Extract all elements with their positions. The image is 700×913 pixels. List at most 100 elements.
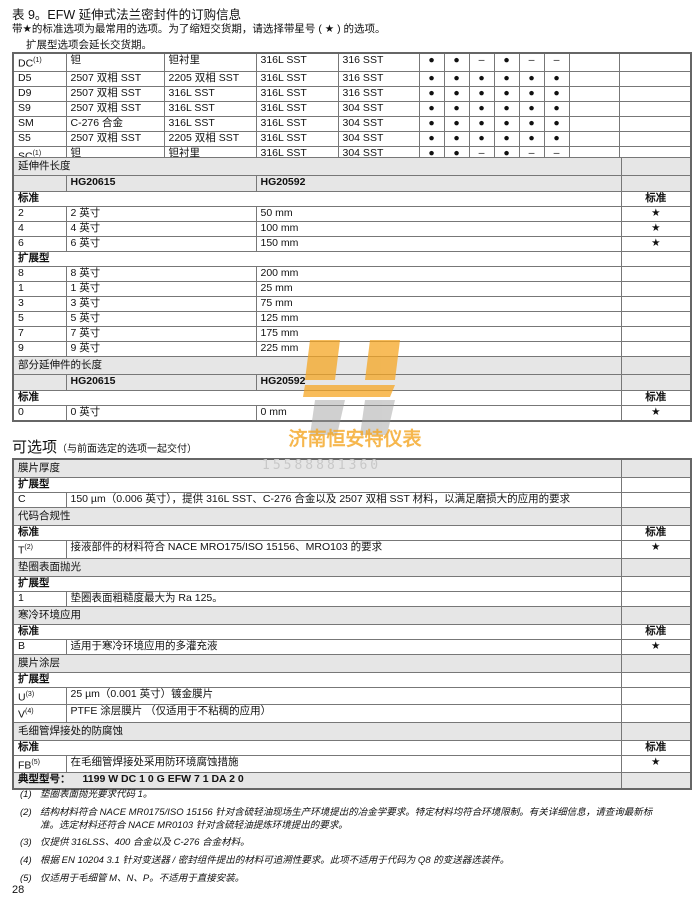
star-icon: ★: [620, 236, 692, 252]
option-mm: 175 mm: [255, 326, 622, 342]
watermark-phone: 15588881360: [262, 458, 382, 473]
option-group-header: 膜片涂层: [12, 653, 692, 673]
star-icon: ★: [620, 540, 692, 559]
empty-cell: [568, 115, 620, 132]
option-description: 接液部件的材料符合 NACE MRO175/ISO 15156、MRO103 的…: [65, 540, 622, 559]
material-cell: 2205 双相 SST: [163, 70, 257, 87]
empty-cell: [12, 175, 67, 192]
empty-cell: [620, 605, 692, 625]
available-dot: ●: [418, 70, 445, 87]
option-code: SM: [12, 115, 67, 132]
typical-model-label: 典型型号：: [18, 773, 71, 785]
option-inch: 2 英寸: [65, 206, 257, 222]
option-code: D9: [12, 85, 67, 102]
column-header-row: HG20615 HG20592: [12, 374, 692, 391]
footnote: (4) 根据 EN 10204 3.1 针对变送器 / 密封组件提出的材料可追溯性…: [20, 854, 680, 867]
option-inch: 9 英寸: [65, 341, 257, 357]
material-row: S5 2507 双相 SST 2205 双相 SST 316L SST 304 SST ●…: [12, 130, 692, 147]
option-description: 垫圈表面粗糙度最大为 Ra 125。: [65, 590, 622, 607]
footnote-ref: (5): [31, 758, 40, 766]
empty-cell: [620, 311, 692, 327]
group-label-row: 扩展型: [12, 477, 692, 493]
footnote-text: 根据 EN 10204 3.1 针对变送器 / 密封组件提出的材料可追溯性要求。…: [40, 855, 510, 866]
option-code: FB(5): [12, 754, 67, 773]
material-cell: 316 SST: [337, 70, 420, 87]
star-icon: ★: [620, 638, 692, 655]
material-cell: 2507 双相 SST: [65, 85, 165, 102]
available-dot: ●: [418, 85, 445, 102]
empty-cell: [568, 85, 620, 102]
column-header: HG20615: [65, 175, 257, 192]
group-label-row: 扩展型: [12, 575, 692, 592]
star-icon: ★: [620, 206, 692, 222]
unavailable-dash: –: [468, 52, 495, 72]
available-dot: ●: [493, 85, 520, 102]
option-mm: 0 mm: [255, 405, 622, 422]
footnote-text: 仅提供 316LSS、400 合金以及 C-276 合金材料。: [40, 837, 250, 848]
option-description: 在毛细管焊接处采用防环境腐蚀措施: [65, 754, 622, 773]
page-number: 28: [12, 884, 25, 896]
material-cell: 316 SST: [337, 52, 420, 72]
group-label: 扩展型: [12, 251, 622, 267]
empty-cell: [620, 507, 692, 526]
material-cell: 316L SST: [255, 52, 339, 72]
option-code: 7: [12, 326, 67, 342]
available-dot: ●: [418, 130, 445, 147]
options-subtitle: （与前面选定的选项一起交付）: [57, 444, 198, 455]
option-code: 9: [12, 341, 67, 357]
group-label: 标准: [12, 191, 622, 207]
footnote-number: (4): [20, 855, 32, 866]
material-cell: 2507 双相 SST: [65, 100, 165, 117]
option-group-title: 代码合规性: [12, 507, 622, 526]
empty-cell: [620, 281, 692, 297]
material-cell: 钽衬里: [163, 52, 257, 72]
empty-cell: [12, 374, 67, 391]
option-mm: 200 mm: [255, 266, 622, 282]
options-table: 膜片厚度 扩展型 C 150 µm（0.006 英寸），提供 316L SST、C-2…: [12, 458, 692, 790]
footnote-ref: (1): [33, 57, 42, 64]
empty-cell: [568, 100, 620, 117]
option-code: V(4): [12, 704, 67, 723]
option-inch: 8 英寸: [65, 266, 257, 282]
material-cell: 316L SST: [163, 100, 257, 117]
material-cell: 304 SST: [337, 115, 420, 132]
option-code: D5: [12, 70, 67, 87]
available-dot: ●: [518, 130, 545, 147]
option-code: S5: [12, 130, 67, 147]
option-inch: 4 英寸: [65, 221, 257, 237]
available-dot: ●: [443, 85, 470, 102]
available-dot: ●: [443, 52, 470, 72]
footnote: (5) 仅适用于毛细管 M、N、P。不适用于直接安装。: [20, 872, 680, 885]
available-dot: ●: [543, 100, 570, 117]
typical-model-value: 1199 W DC 1 0 G EFW 7 1 DA 2 0: [82, 773, 244, 785]
option-inch: 1 英寸: [65, 281, 257, 297]
material-row: D5 2507 双相 SST 2205 双相 SST 316L SST 316 SST ●…: [12, 70, 692, 87]
material-cell: 钽: [65, 52, 165, 72]
option-code: B: [12, 638, 67, 655]
material-cell: 316L SST: [163, 85, 257, 102]
option-mm: 100 mm: [255, 221, 622, 237]
option-mm: 25 mm: [255, 281, 622, 297]
available-dot: ●: [493, 100, 520, 117]
footnote-ref: (3): [25, 690, 35, 698]
standard-note: 带★的标准选项为最常用的选项。为了缩短交货期，请选择带星号 ( ★ ) 的选项。: [12, 23, 386, 35]
material-cell: 2205 双相 SST: [163, 130, 257, 147]
options-title: 可选项: [12, 439, 58, 456]
available-dot: ●: [518, 85, 545, 102]
empty-cell: [620, 557, 692, 577]
star-icon: ★: [620, 405, 692, 422]
group-label-row: 标准 标准: [12, 525, 692, 541]
material-cell: 304 SST: [337, 130, 420, 147]
section-header-row: 延伸件长度: [12, 157, 692, 176]
empty-cell: [620, 590, 692, 607]
empty-cell: [620, 458, 692, 478]
group-label-right: 标准: [620, 623, 692, 640]
available-dot: ●: [493, 115, 520, 132]
option-inch: 7 英寸: [65, 326, 257, 342]
group-label-right: 标准: [620, 390, 692, 406]
empty-cell: [620, 772, 692, 790]
